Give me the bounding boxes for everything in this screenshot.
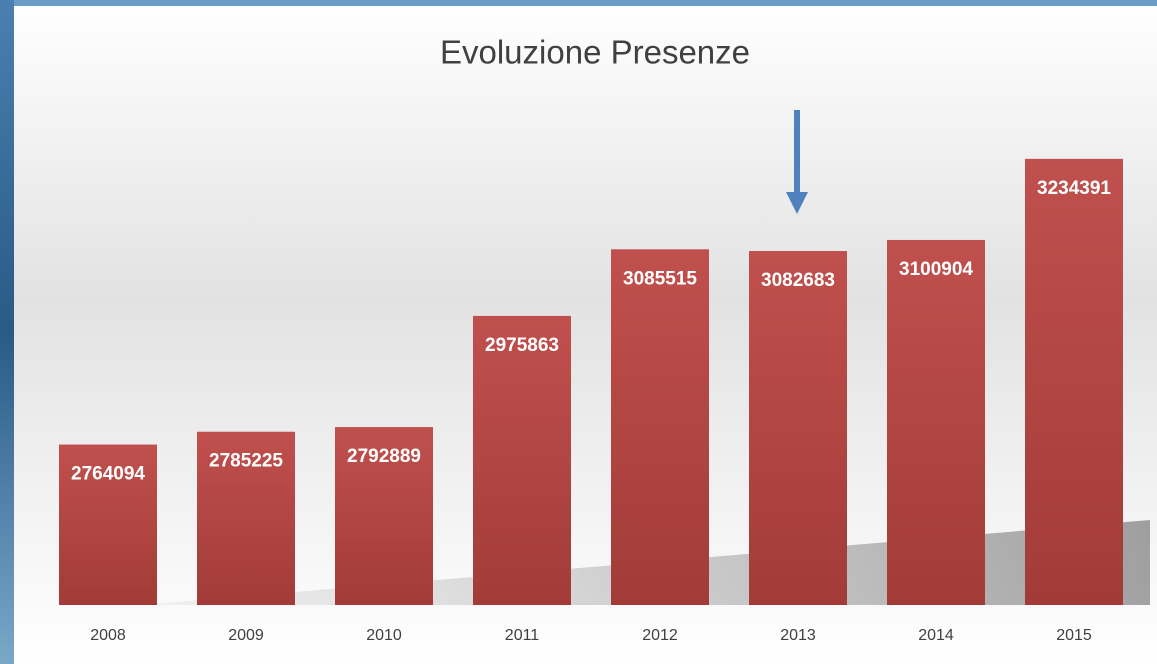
side-strip	[0, 0, 14, 664]
x-tick-label: 2014	[918, 627, 954, 644]
x-tick-label: 2008	[90, 627, 126, 644]
data-label: 2792889	[347, 446, 421, 467]
chart-title: Evoluzione Presenze	[440, 34, 750, 71]
data-label: 3100904	[899, 259, 973, 280]
bar	[335, 427, 433, 605]
bar	[1025, 158, 1123, 605]
x-tick-label: 2015	[1056, 627, 1092, 644]
x-tick-label: 2009	[228, 627, 264, 644]
data-label: 3082683	[761, 270, 835, 291]
top-strip	[0, 0, 1157, 6]
arrow-head	[786, 192, 808, 214]
bar	[59, 444, 157, 605]
x-tick-label: 2013	[780, 627, 816, 644]
bar	[473, 315, 571, 605]
bar	[197, 431, 295, 605]
bar	[611, 249, 709, 606]
data-label: 3085515	[623, 268, 697, 289]
annotation-arrow	[786, 110, 808, 214]
bar	[887, 239, 985, 606]
x-tick-label: 2012	[642, 627, 678, 644]
x-tick-label: 2011	[505, 627, 540, 644]
data-label: 2785225	[209, 451, 283, 472]
data-label: 2764094	[71, 464, 145, 485]
data-label: 2975863	[485, 335, 559, 356]
x-tick-label: 2010	[366, 627, 402, 644]
bar	[749, 251, 847, 605]
data-label: 3234391	[1037, 178, 1111, 199]
